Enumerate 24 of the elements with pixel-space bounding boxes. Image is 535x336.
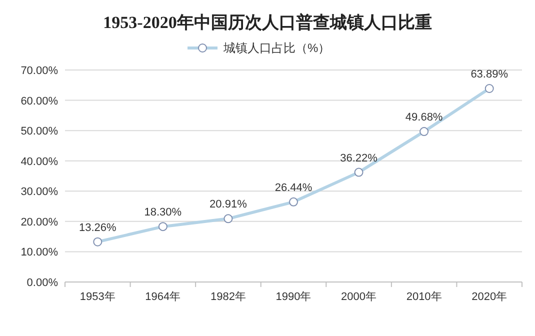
y-tick-label: 20.00% — [20, 216, 58, 228]
x-tick-label: 2000年 — [341, 291, 377, 303]
data-label: 26.44% — [274, 182, 312, 194]
y-tick-label: 50.00% — [20, 126, 58, 138]
x-tick-label: 1953年 — [80, 291, 116, 303]
x-tick-label: 1964年 — [145, 291, 181, 303]
data-label: 18.30% — [144, 206, 182, 219]
y-tick-label: 40.00% — [20, 156, 58, 168]
data-label: 20.91% — [210, 198, 248, 211]
legend-label: 城镇人口占比（%） — [222, 41, 330, 55]
data-label: 13.26% — [78, 222, 117, 234]
chart-title: 1953-2020年中国历次人口普查城镇人口比重 — [103, 12, 432, 32]
y-tick-label: 10.00% — [20, 246, 58, 259]
y-tick-label: 30.00% — [20, 186, 58, 198]
y-tick-label: 0.00% — [26, 277, 58, 289]
x-tick-label: 1990年 — [276, 291, 312, 303]
data-label: 49.68% — [405, 112, 443, 124]
y-tick-label: 70.00% — [20, 65, 58, 77]
data-label: 63.89% — [470, 68, 508, 81]
x-tick-label: 1982年 — [210, 291, 246, 303]
y-tick-label: 60.00% — [20, 95, 58, 108]
data-label: 36.22% — [340, 152, 378, 164]
x-tick-label: 2020年 — [472, 291, 508, 303]
x-tick-label: 2010年 — [406, 291, 442, 303]
